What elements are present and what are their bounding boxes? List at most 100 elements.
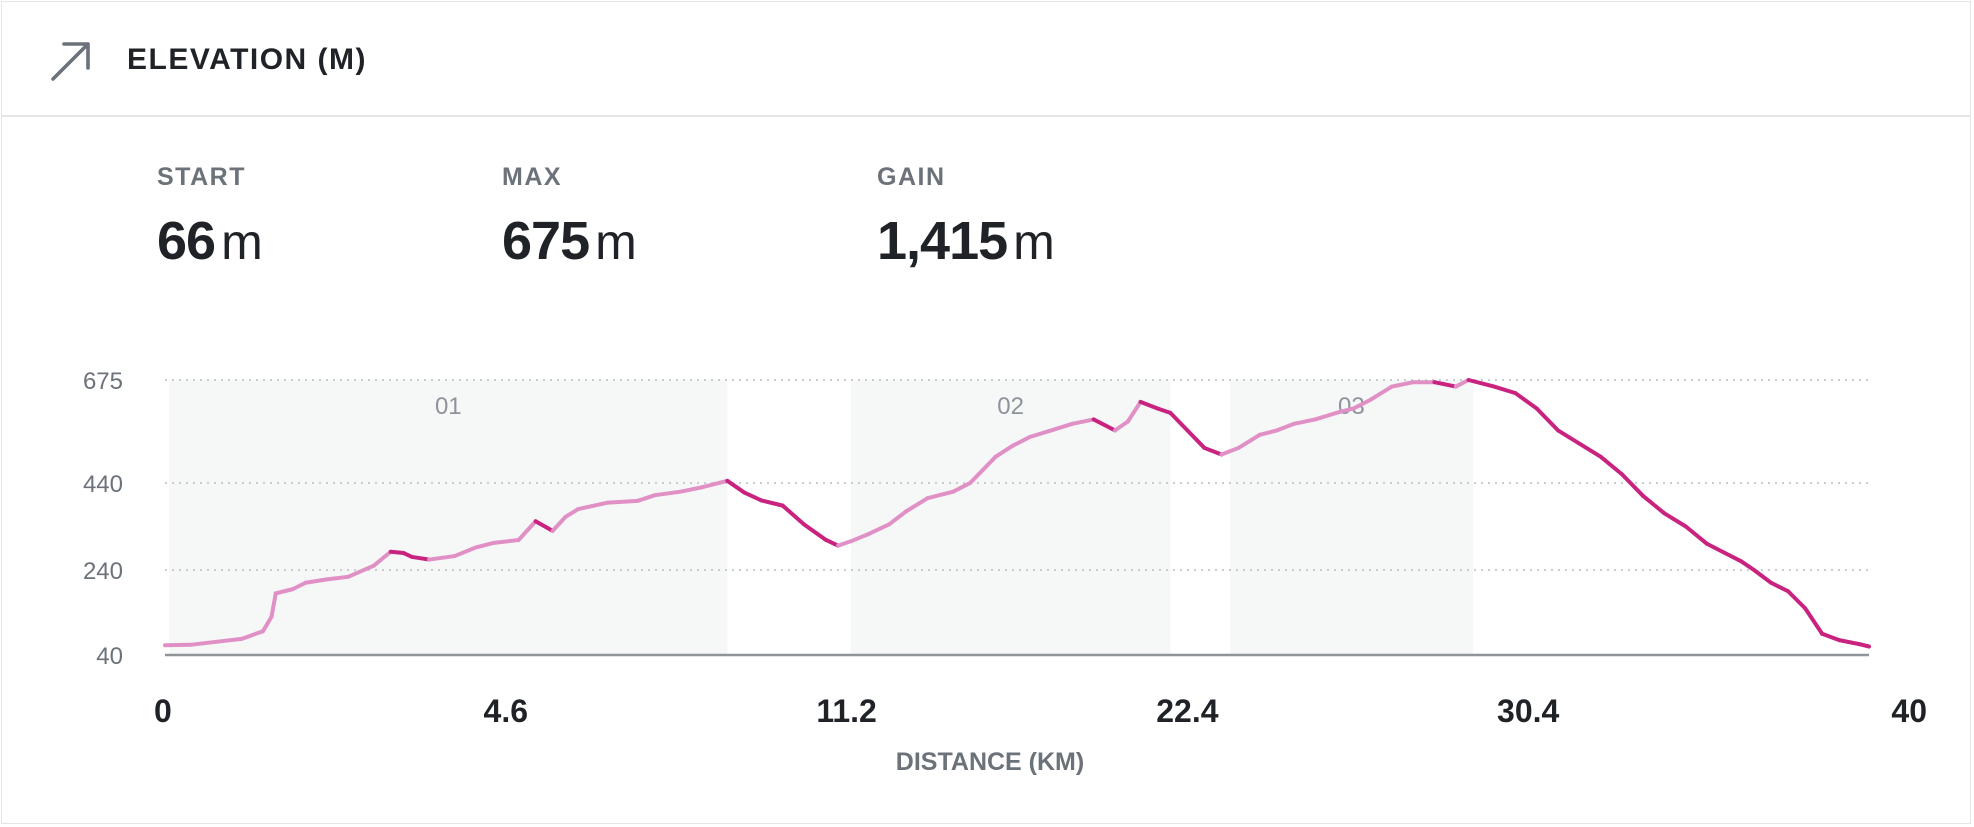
x-tick-label: 4.6: [484, 693, 528, 729]
elevation-segment: [836, 539, 853, 548]
elevation-segment: [1027, 428, 1054, 439]
elevation-segment: [1513, 391, 1539, 411]
elevation-segment: [516, 519, 538, 542]
elevation-segment: [1803, 606, 1825, 636]
elevation-segment: [725, 478, 747, 495]
elevation-segment: [388, 549, 406, 556]
elevation-segment: [1820, 631, 1842, 643]
stat-unit: m: [1013, 214, 1055, 270]
elevation-segment: [533, 519, 555, 533]
elevation-segment: [452, 545, 478, 559]
elevation-segment: [865, 522, 892, 537]
stat-value-row: 1,415 m: [877, 210, 1055, 286]
elevation-segment: [473, 541, 496, 550]
elevation-segment: [904, 496, 930, 514]
elevation-segment: [1577, 441, 1603, 459]
stat-value: 675: [502, 211, 590, 271]
elevation-segment: [993, 443, 1015, 459]
x-tick-label: 0: [154, 693, 172, 729]
x-tick-label: 11.2: [816, 693, 877, 729]
stat-max: MAX 675 m: [502, 162, 637, 286]
elevation-segment: [823, 537, 841, 548]
elevation-segment: [1070, 417, 1096, 426]
stat-start: START 66 m: [157, 162, 263, 286]
elevation-segment: [1368, 384, 1394, 402]
elevation-segment: [635, 493, 657, 503]
elevation-segment: [576, 500, 611, 512]
elevation-segment: [1534, 406, 1561, 433]
arrow-up-right-icon: [51, 42, 90, 81]
elevation-segment: [1313, 410, 1339, 422]
stat-unit: m: [221, 214, 263, 270]
elevation-segment: [1492, 384, 1518, 396]
elevation-segment: [1683, 524, 1710, 546]
elevation-segment: [269, 591, 278, 619]
elevation-segment: [563, 507, 581, 519]
elevation-segment: [1598, 454, 1624, 477]
elevation-segment: [980, 454, 998, 472]
elevation-segment: [1858, 642, 1871, 649]
stat-value-row: 66 m: [157, 210, 263, 286]
elevation-segment: [1705, 541, 1727, 555]
elevation-segment: [678, 485, 704, 494]
stat-value-row: 675 m: [502, 210, 637, 286]
elevation-segment: [1662, 511, 1688, 529]
elevation-segment: [1837, 638, 1863, 647]
elevation-segment: [1291, 417, 1318, 426]
stat-label: START: [157, 163, 246, 191]
elevation-segment: [1641, 494, 1667, 516]
elevation-segment: [606, 498, 640, 505]
elevation-segment: [1769, 580, 1791, 594]
section-band-3: [1230, 380, 1473, 655]
elevation-segment: [550, 514, 568, 533]
elevation-segment: [780, 503, 806, 527]
elevation-segment: [1185, 428, 1207, 450]
elevation-segment: [848, 532, 870, 544]
stat-label: MAX: [502, 163, 563, 191]
elevation-segment: [742, 490, 764, 503]
stat-gain: GAIN 1,415 m: [877, 162, 1055, 286]
stat-value: 1,415: [877, 211, 1008, 271]
elevation-segment: [214, 636, 244, 644]
x-tick-label: 30.4: [1497, 693, 1559, 729]
y-tick-label: 440: [83, 471, 123, 498]
elevation-segment: [1556, 428, 1582, 446]
section-label-2: 02: [997, 393, 1024, 420]
elevation-segment: [968, 467, 985, 485]
elevation-segment: [188, 639, 219, 647]
elevation-segment: [1751, 568, 1774, 585]
elevation-segment: [1786, 589, 1808, 611]
elevation-segment: [925, 489, 956, 501]
elevation-segment: [303, 577, 329, 585]
section-label-1: 01: [435, 393, 462, 420]
elevation-segment: [346, 563, 376, 579]
elevation-segment: [324, 574, 351, 582]
x-tick-label: 40: [1891, 693, 1927, 729]
elevation-segment: [1334, 406, 1356, 415]
section-band-1: [169, 380, 728, 655]
elevation-segment: [699, 478, 730, 490]
elevation-segment: [1389, 380, 1416, 389]
section-title: ELEVATION (M): [127, 43, 368, 76]
y-tick-label: 40: [96, 643, 123, 670]
stat-label: GAIN: [877, 163, 946, 191]
elevation-segment: [1274, 421, 1296, 433]
section-band-2: [850, 380, 1171, 655]
elevation-segment: [290, 580, 308, 592]
elevation-segment: [652, 489, 683, 498]
elevation-segment: [1125, 399, 1143, 424]
elevation-segment: [1432, 380, 1458, 389]
elevation-segment: [1091, 417, 1117, 433]
elevation-segment: [273, 587, 295, 596]
elevation-segment: [1112, 419, 1130, 433]
elevation-segment: [260, 614, 274, 634]
elevation-segment: [1236, 432, 1262, 450]
elevation-segment: [887, 509, 909, 527]
elevation-segment: [427, 554, 457, 562]
elevation-segment: [1010, 434, 1032, 448]
stat-value: 66: [157, 211, 216, 271]
elevation-segment: [371, 549, 393, 568]
elevation-segment: [1049, 421, 1075, 433]
